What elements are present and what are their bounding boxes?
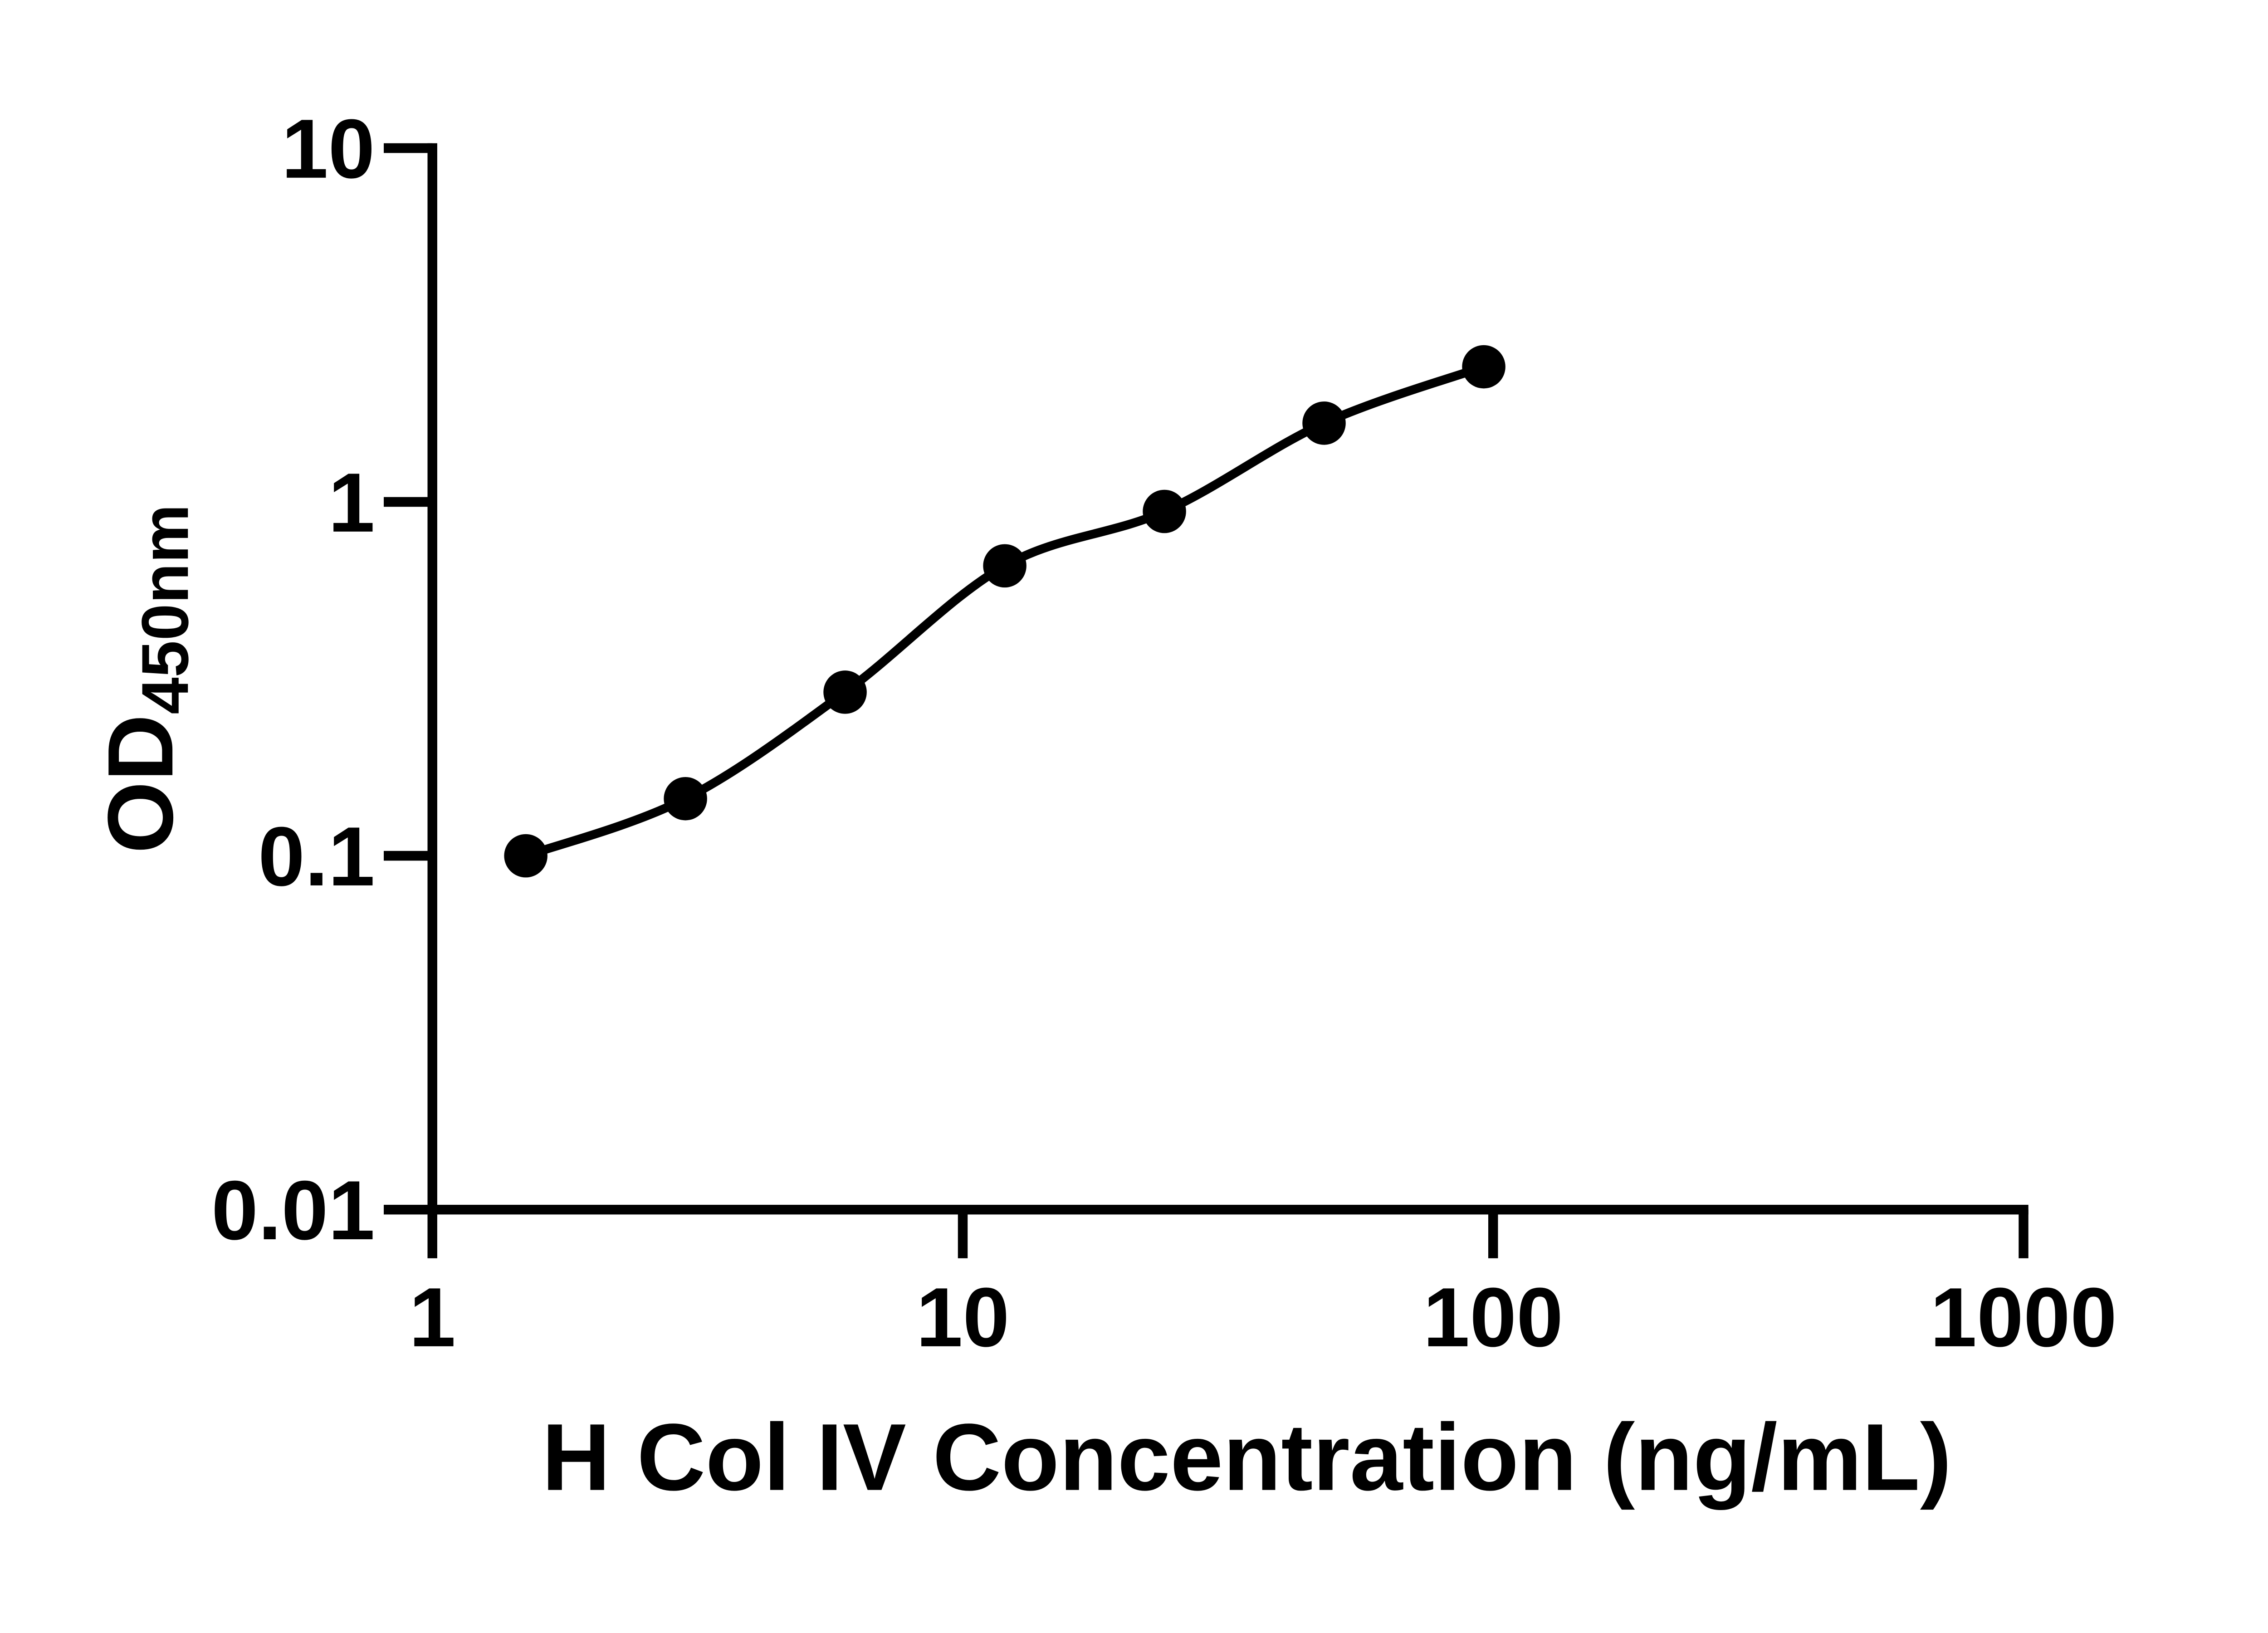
data-point-marker [983, 544, 1026, 588]
y-tick-label: 1 [328, 456, 375, 550]
data-point-marker [1143, 489, 1186, 533]
data-point-marker [504, 834, 547, 878]
x-tick-label: 10 [916, 1271, 1010, 1364]
plot-background [0, 0, 2268, 1592]
x-axis-title: H Col IV Concentration (ng/mL) [542, 1404, 1951, 1511]
x-tick-label: 100 [1423, 1271, 1563, 1364]
data-point-marker [664, 777, 707, 821]
x-tick-label: 1000 [1930, 1271, 2117, 1364]
data-point-marker [823, 670, 867, 714]
elisa-standard-curve-figure: 1 10 100 1000 10 1 0.1 0.01 H Col IV Concentrati… [0, 0, 2268, 1592]
y-axis-title: OD450nm [89, 504, 202, 853]
chart-canvas: 1 10 100 1000 10 1 0.1 0.01 H Col IV Concentrati… [0, 0, 2268, 1592]
data-point-marker [1462, 345, 1505, 389]
y-tick-label: 0.1 [258, 810, 375, 904]
y-tick-label: 10 [282, 102, 375, 196]
y-tick-label: 0.01 [211, 1164, 375, 1257]
x-tick-label: 1 [409, 1271, 456, 1364]
y-axis-title-subscript: 450nm [128, 504, 202, 714]
data-point-marker [1302, 401, 1346, 445]
y-axis-title-main: OD [89, 714, 192, 854]
